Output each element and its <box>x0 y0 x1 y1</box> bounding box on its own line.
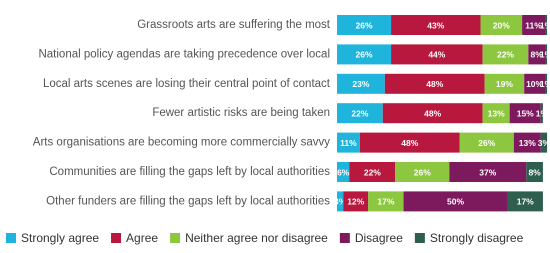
value-label: 3% <box>538 138 550 148</box>
value-label: 1% <box>540 20 550 30</box>
value-label: 1% <box>536 108 549 118</box>
category-label: Communities are filling the gaps left by… <box>49 166 330 178</box>
category-label: National policy agendas are taking prece… <box>38 48 330 60</box>
value-label: 22% <box>364 167 381 177</box>
legend-label: Agree <box>126 231 158 245</box>
value-label: 44% <box>428 50 445 60</box>
bar-segment <box>545 44 548 65</box>
value-label: 6% <box>337 167 350 177</box>
value-label: 1% <box>540 79 550 89</box>
bar-segment <box>382 103 483 124</box>
bar-segment <box>337 15 392 35</box>
legend-swatch <box>170 233 181 243</box>
value-label: 22% <box>351 108 368 118</box>
value-label: 10% <box>526 79 543 89</box>
bar-segment <box>507 191 543 212</box>
bar-segment <box>343 191 369 212</box>
legend-swatch <box>414 233 425 243</box>
bar-segment <box>337 73 385 94</box>
category-label: Other funders are filling the gaps left … <box>46 195 330 207</box>
bar-segment <box>459 132 514 153</box>
bar-segment <box>391 44 483 65</box>
value-label: 12% <box>347 197 364 207</box>
bar-segment <box>540 103 543 124</box>
value-label: 37% <box>479 167 496 177</box>
bar-segment <box>522 15 545 35</box>
legend-label: Strongly disagree <box>430 231 524 245</box>
value-label: 43% <box>427 20 444 30</box>
bar-segment <box>524 73 545 94</box>
bar-segment <box>545 73 548 94</box>
value-label: 17% <box>377 197 394 207</box>
bar-segment <box>540 132 548 153</box>
value-label: 26% <box>356 20 373 30</box>
value-label: 48% <box>426 79 443 89</box>
bar-segment <box>395 162 450 182</box>
legend-swatch <box>6 233 16 243</box>
category-label: Grassroots arts are suffering the most <box>137 19 331 31</box>
bar-segment <box>480 15 523 35</box>
value-label: 3% <box>334 197 347 207</box>
legend-swatch <box>111 233 122 243</box>
value-label: 26% <box>414 167 431 177</box>
bar-segment <box>384 73 485 94</box>
bar-segment <box>337 44 392 65</box>
bar-segment <box>482 44 529 65</box>
category-label: Arts organisations are becoming more com… <box>33 137 330 149</box>
value-label: 11% <box>340 138 357 148</box>
value-label: 48% <box>424 108 441 118</box>
value-label: 23% <box>352 79 369 89</box>
bar-segment <box>509 103 541 124</box>
value-label: 13% <box>488 108 505 118</box>
bar-segment <box>482 103 510 124</box>
bar-segment <box>403 191 508 212</box>
bar-segment <box>337 162 350 182</box>
category-label: Local arts scenes are losing their centr… <box>43 78 331 90</box>
value-label: 48% <box>401 138 418 148</box>
value-label: 15% <box>517 108 534 118</box>
bar-segment <box>359 132 460 153</box>
legend-swatch <box>339 233 350 243</box>
value-label: 50% <box>447 197 464 207</box>
bar-segment <box>484 73 525 94</box>
legend-label: Neither agree nor disagree <box>185 231 328 245</box>
bar-segment <box>545 15 548 35</box>
bar-segment <box>528 44 545 65</box>
bar-segment <box>449 162 527 182</box>
legend-label: Strongly agree <box>21 231 99 245</box>
value-label: 20% <box>493 20 510 30</box>
value-label: 1% <box>540 50 550 60</box>
bar-segment <box>526 162 543 182</box>
value-label: 26% <box>356 50 373 60</box>
value-label: 13% <box>519 138 536 148</box>
bar-segment <box>391 15 481 35</box>
value-label: 19% <box>496 79 513 89</box>
category-label: Fewer artistic risks are being taken <box>152 107 330 119</box>
value-label: 11% <box>525 20 542 30</box>
value-label: 8% <box>531 50 544 60</box>
legend-label: Disagree <box>355 231 403 245</box>
bar-segment <box>349 162 396 182</box>
value-label: 22% <box>497 50 514 60</box>
bar-segment <box>337 191 344 212</box>
bar-segment <box>337 132 360 153</box>
value-label: 8% <box>528 167 541 177</box>
value-label: 26% <box>478 138 495 148</box>
value-label: 17% <box>517 197 534 207</box>
bar-segment <box>368 191 404 212</box>
bar-segment <box>513 132 541 153</box>
bar-segment <box>337 103 383 124</box>
